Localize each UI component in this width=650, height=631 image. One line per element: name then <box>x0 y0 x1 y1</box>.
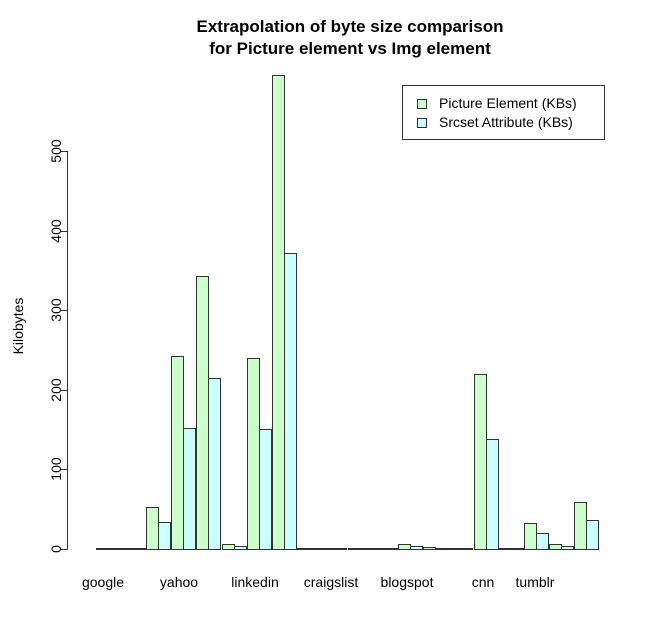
bar-srcset <box>460 547 474 550</box>
bar-srcset <box>384 547 398 550</box>
x-tick-label-linkedin: linkedin <box>231 574 279 590</box>
bar-srcset <box>233 545 247 550</box>
x-tick-label-cnn: cnn <box>471 574 495 590</box>
x-tick-label-craigslist: craigslist <box>303 574 359 590</box>
legend-item-picture: Picture Element (KBs) <box>417 95 577 111</box>
bar-srcset <box>107 547 121 550</box>
y-tick-label: 400 <box>48 218 64 243</box>
y-tick <box>61 310 67 312</box>
y-axis-line <box>67 151 68 550</box>
chart-title-line-2: for Picture element vs Img element <box>209 39 491 58</box>
x-tick-label-blogspot: blogspot <box>380 574 434 590</box>
bar-srcset <box>586 519 600 550</box>
legend: Picture Element (KBs) Srcset Attribute (… <box>402 85 605 140</box>
y-tick <box>61 230 67 232</box>
x-tick-label-yahoo: yahoo <box>159 574 199 590</box>
y-axis-label: Kilobytes <box>10 297 26 355</box>
bar-srcset <box>535 533 549 550</box>
bar-srcset <box>283 252 297 550</box>
y-tick-label: 0 <box>48 545 64 553</box>
bar-srcset <box>359 547 373 550</box>
bar-srcset <box>510 547 524 550</box>
bar-srcset <box>409 545 423 550</box>
y-tick <box>61 389 67 391</box>
y-tick-label: 300 <box>48 298 64 322</box>
y-tick-label: 200 <box>48 378 64 402</box>
bar-srcset <box>309 547 323 550</box>
chart-title-line-1: Extrapolation of byte size comparison <box>196 17 504 36</box>
legend-item-srcset: Srcset Attribute (KBs) <box>417 114 573 130</box>
bar-srcset <box>435 547 449 550</box>
bar-srcset <box>334 547 348 550</box>
legend-label-picture: Picture Element (KBs) <box>439 95 577 111</box>
y-tick <box>61 151 67 152</box>
x-tick-label-tumblr: tumblr <box>515 574 555 590</box>
y-tick-label: 100 <box>48 457 64 482</box>
y-tick-label: 500 <box>48 139 64 163</box>
bar-srcset <box>258 428 272 550</box>
bar-srcset <box>132 547 146 550</box>
bar-srcset <box>561 545 575 550</box>
bar-srcset <box>485 439 499 550</box>
bar-srcset <box>208 377 222 550</box>
y-tick <box>61 549 67 550</box>
legend-swatch-picture <box>417 99 427 109</box>
bar-srcset <box>183 428 197 550</box>
bar-srcset <box>157 521 171 550</box>
chart-title: Extrapolation of byte size comparison fo… <box>0 16 650 60</box>
legend-label-srcset: Srcset Attribute (KBs) <box>439 114 573 130</box>
y-tick <box>61 469 67 471</box>
x-tick-label-google: google <box>81 574 125 590</box>
legend-swatch-srcset <box>417 118 427 128</box>
